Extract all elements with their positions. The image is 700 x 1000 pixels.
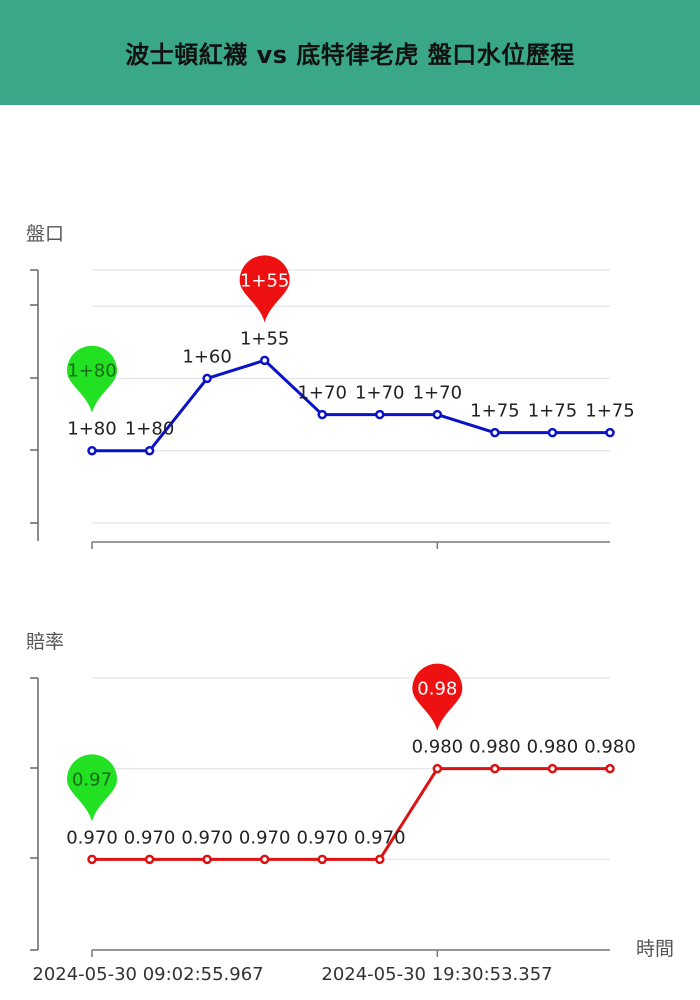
data-point xyxy=(490,763,500,774)
data-label: 1+75 xyxy=(528,401,577,422)
data-point xyxy=(432,763,443,774)
page-header: 波士頓紅襪 vs 底特律老虎 盤口水位歷程 xyxy=(0,0,700,105)
data-point xyxy=(144,854,155,865)
data-label: 0.970 xyxy=(124,827,176,848)
y-axis-title: 賠率 xyxy=(26,631,64,653)
data-label: 1+70 xyxy=(355,383,404,404)
max-marker-label: 0.98 xyxy=(417,679,457,700)
data-label: 1+70 xyxy=(413,383,462,404)
data-label: 0.970 xyxy=(296,827,348,848)
data-point xyxy=(202,373,212,384)
data-point xyxy=(490,427,500,438)
data-point xyxy=(605,763,615,774)
data-point xyxy=(259,355,270,366)
data-label: 1+70 xyxy=(297,383,346,404)
data-label: 1+80 xyxy=(125,419,174,440)
data-point xyxy=(605,427,615,438)
min-marker-pin xyxy=(67,754,117,822)
data-label: 0.980 xyxy=(584,737,636,758)
x-tick-label: 2024-05-30 09:02:55.967 xyxy=(32,964,263,985)
data-point xyxy=(317,409,327,420)
max-marker-pin xyxy=(239,255,290,323)
data-point xyxy=(432,409,443,420)
data-point xyxy=(144,445,155,456)
data-label: 1+55 xyxy=(240,328,289,349)
series-line xyxy=(92,767,610,861)
series-line xyxy=(92,358,610,453)
data-point xyxy=(317,854,327,865)
x-tick-label: 2024-05-30 19:30:53.357 xyxy=(321,964,552,985)
max-marker-label: 1+55 xyxy=(240,270,289,291)
data-label: 1+60 xyxy=(182,346,231,367)
data-label: 0.970 xyxy=(181,827,233,848)
data-label: 0.970 xyxy=(66,827,118,848)
data-label: 0.980 xyxy=(469,737,521,758)
min-marker-label: 0.97 xyxy=(72,769,112,790)
data-point xyxy=(375,854,385,865)
data-point xyxy=(547,427,558,438)
data-point xyxy=(202,854,212,865)
data-point xyxy=(87,445,97,456)
data-label: 0.980 xyxy=(527,737,579,758)
data-label: 0.970 xyxy=(239,827,291,848)
data-point xyxy=(547,763,558,774)
min-marker-label: 1+80 xyxy=(67,361,116,382)
max-marker-pin xyxy=(412,663,463,731)
data-label: 1+80 xyxy=(67,419,116,440)
data-point xyxy=(87,854,97,865)
page-title: 波士頓紅襪 vs 底特律老虎 盤口水位歷程 xyxy=(125,41,575,69)
data-point xyxy=(259,854,270,865)
min-marker-pin xyxy=(67,345,117,413)
data-label: 1+75 xyxy=(470,401,519,422)
x-axis-title: 時間 xyxy=(636,938,674,960)
data-label: 0.970 xyxy=(354,827,406,848)
data-label: 0.980 xyxy=(412,737,464,758)
data-point xyxy=(375,409,385,420)
data-label: 1+75 xyxy=(585,401,634,422)
y-axis-title: 盤口 xyxy=(26,223,64,245)
